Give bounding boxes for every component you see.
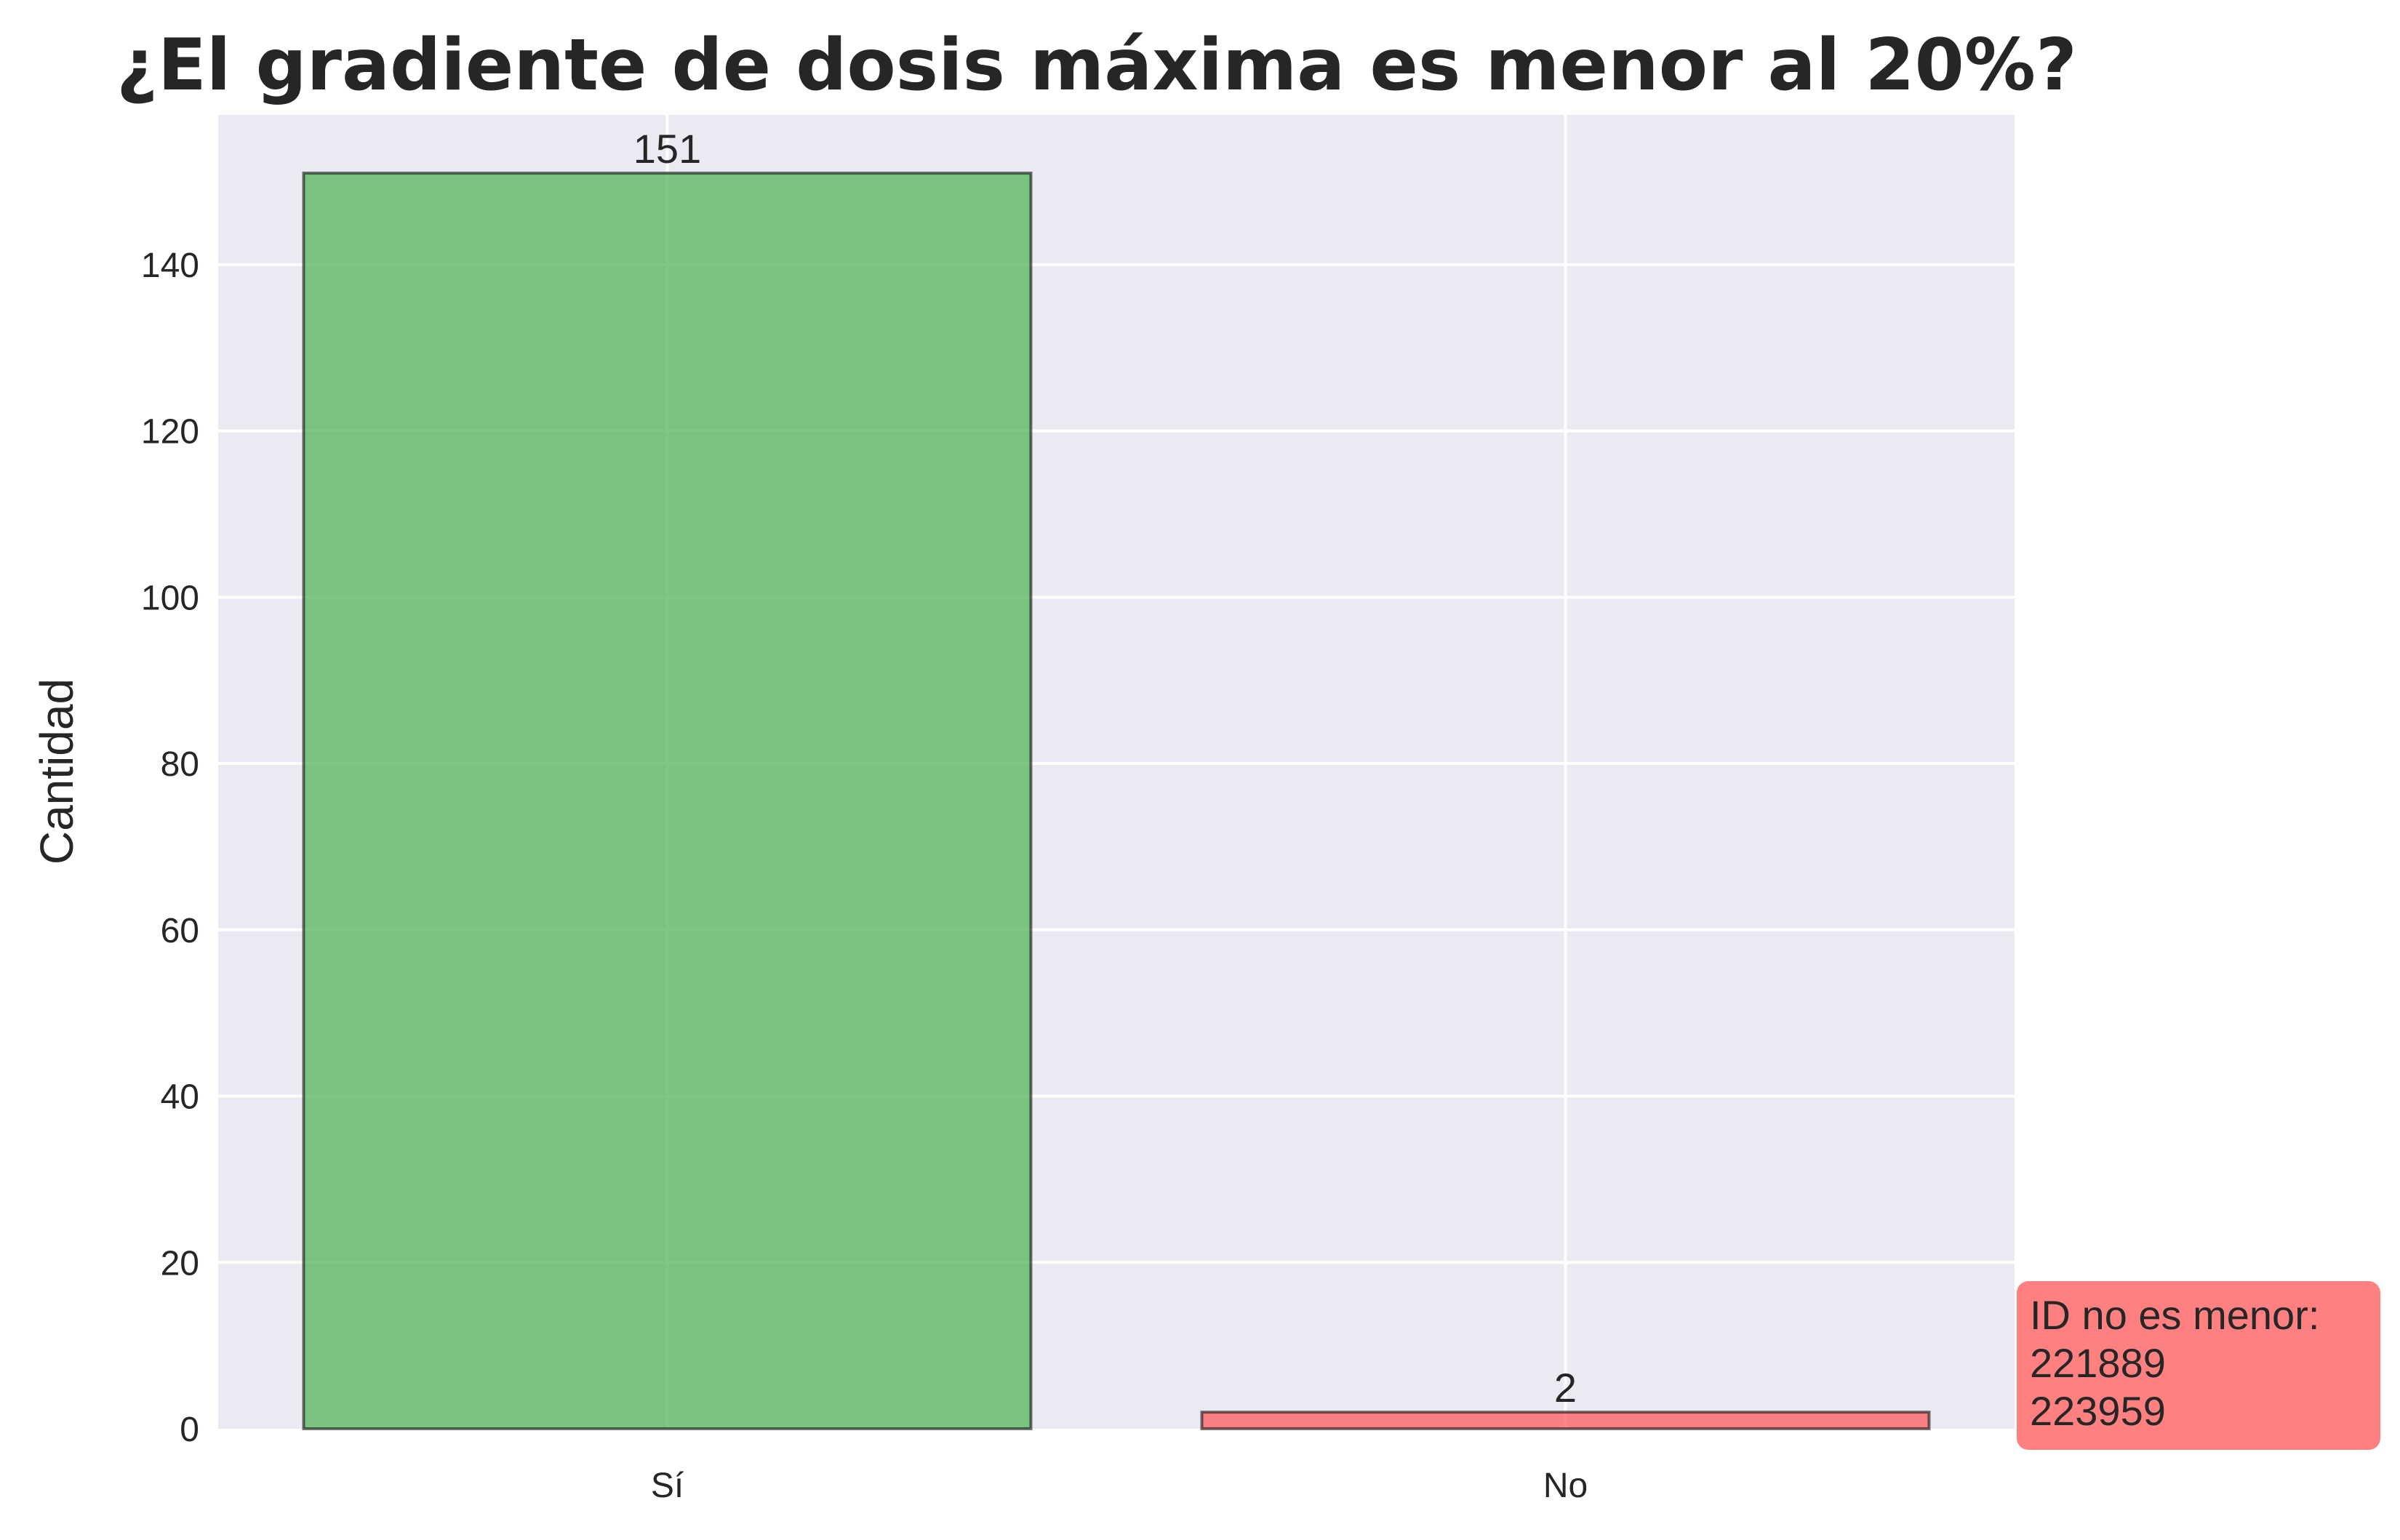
y-tick-label: 140 [141, 246, 199, 285]
bar-value-label: 2 [1554, 1365, 1577, 1411]
bar-no [1200, 1411, 1931, 1431]
bar-si [302, 172, 1033, 1430]
annotation-line: ID no es menor: [2030, 1292, 2320, 1338]
x-tick-label: Sí [651, 1467, 684, 1505]
y-tick-labels: 0 20 40 60 80 100 120 140 [141, 246, 199, 1449]
annotation-box: ID no es menor: 221889 223959 [2017, 1281, 2380, 1450]
chart-title: ¿El gradiente de dosis máxima es menor a… [116, 24, 2077, 107]
y-tick-label: 60 [161, 912, 199, 950]
y-tick-label: 80 [161, 745, 199, 784]
x-tick-labels: Sí No [651, 1467, 1588, 1505]
y-tick-label: 100 [141, 579, 199, 617]
annotation-line: 223959 [2030, 1388, 2166, 1434]
y-tick-label: 0 [180, 1411, 199, 1449]
bars [302, 172, 1931, 1431]
y-tick-label: 20 [161, 1244, 199, 1283]
y-tick-label: 40 [161, 1078, 199, 1117]
y-tick-label: 120 [141, 413, 199, 452]
x-tick-label: No [1543, 1467, 1588, 1505]
annotation-line: 221889 [2030, 1340, 2166, 1386]
bar-value-label: 151 [633, 126, 701, 172]
y-axis-label: Cantidad [31, 678, 83, 865]
